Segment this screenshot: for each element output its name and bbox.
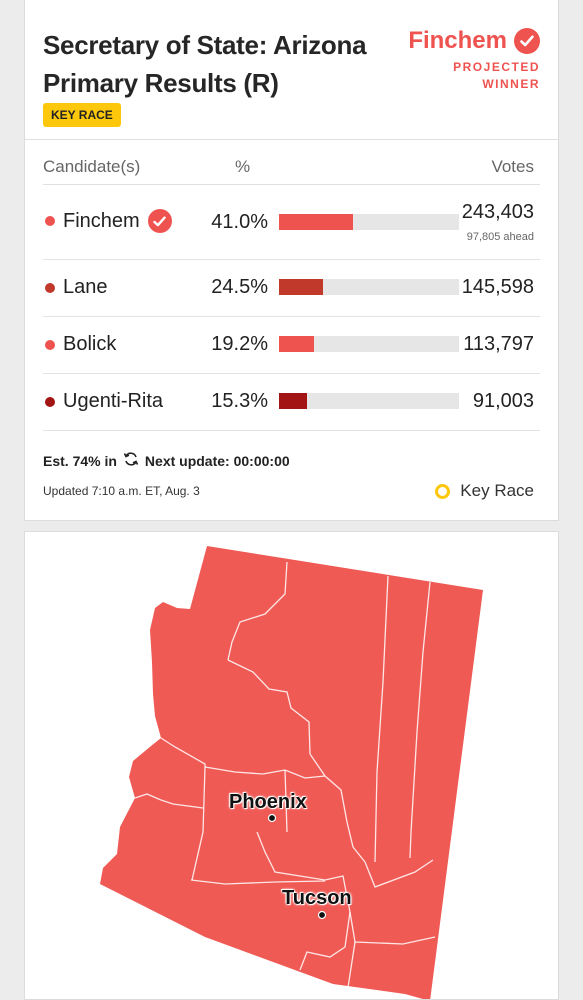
results-card: Secretary of State: Arizona Primary Resu… <box>24 0 559 521</box>
city-dot-tucson <box>317 910 327 920</box>
col-pct: % <box>235 157 251 176</box>
vote-bar-fill <box>279 336 314 352</box>
candidate-votes: 113,797 <box>463 333 534 355</box>
race-title: Secretary of State: Arizona Primary Resu… <box>43 30 367 98</box>
candidate-name: Lane <box>63 276 108 298</box>
candidate-pct: 15.3% <box>211 390 268 412</box>
city-label-phoenix: Phoenix <box>229 791 307 813</box>
vote-bar <box>279 336 459 352</box>
candidate-name: Finchem <box>63 209 140 232</box>
row-divider <box>43 259 540 260</box>
legend-label: Key Race <box>460 481 534 500</box>
candidate-color-dot <box>45 340 55 350</box>
col-votes: Votes <box>491 157 534 176</box>
city-label-tucson: Tucson <box>282 887 352 909</box>
check-circle-icon <box>514 28 540 54</box>
lead-margin: 97,805 ahead <box>466 231 534 243</box>
candidate-votes: 91,003 <box>472 390 534 412</box>
row-divider <box>43 373 540 374</box>
results-map[interactable]: Phoenix Tucson <box>24 531 559 1000</box>
row-divider <box>43 430 540 431</box>
divider <box>25 139 558 140</box>
check-circle-icon <box>147 209 172 233</box>
winner-name: Finchem <box>408 27 507 54</box>
candidate-votes: 145,598 <box>461 276 534 298</box>
vote-bar-fill <box>279 393 307 409</box>
winner-label: WINNER <box>482 77 540 91</box>
refresh-icon[interactable] <box>123 451 139 470</box>
candidate-pct: 24.5% <box>211 276 268 298</box>
city-dot-phoenix <box>267 813 277 823</box>
vote-bar-fill <box>279 214 353 230</box>
candidate-row[interactable]: Lane 24.5% 145,598 <box>43 259 540 315</box>
reporting-status: Est. 74% in Next update: 00:00:00 <box>43 451 290 470</box>
candidate-color-dot <box>45 283 55 293</box>
col-candidate: Candidate(s) <box>43 157 141 176</box>
candidate-color-dot <box>45 216 55 226</box>
candidate-color-dot <box>45 397 55 407</box>
candidate-pct: 19.2% <box>211 333 268 355</box>
city-markers <box>267 813 327 920</box>
vote-bar-fill <box>279 279 324 295</box>
projected-label: PROJECTED <box>453 60 540 74</box>
next-update: Next update: 00:00:00 <box>144 452 290 469</box>
candidate-row[interactable]: Bolick 19.2% 113,797 <box>43 316 540 372</box>
divider <box>43 184 540 185</box>
est-reporting: Est. 74% in <box>43 452 117 469</box>
vote-bar <box>279 279 459 295</box>
row-divider <box>43 316 540 317</box>
vote-bar <box>279 393 459 409</box>
key-race-badge: KEY RACE <box>43 103 121 127</box>
vote-bar <box>279 214 459 230</box>
candidate-votes: 243,403 <box>461 201 534 223</box>
county-borders <box>134 561 436 995</box>
candidate-pct: 41.0% <box>211 211 268 233</box>
candidate-row[interactable]: Ugenti-Rita 15.3% 91,003 <box>43 373 540 429</box>
key-race-ring-icon <box>435 483 451 499</box>
arizona-county-map[interactable] <box>25 532 559 1000</box>
key-race-legend: Key Race <box>435 481 534 501</box>
updated-timestamp: Updated 7:10 a.m. ET, Aug. 3 <box>43 484 200 498</box>
candidate-name: Ugenti-Rita <box>63 390 164 412</box>
candidate-row[interactable]: Finchem 41.0% 243,403 97,805 ahead <box>43 194 540 250</box>
candidate-name: Bolick <box>63 333 117 355</box>
projected-winner: Finchem PROJECTED WINNER <box>408 27 540 93</box>
